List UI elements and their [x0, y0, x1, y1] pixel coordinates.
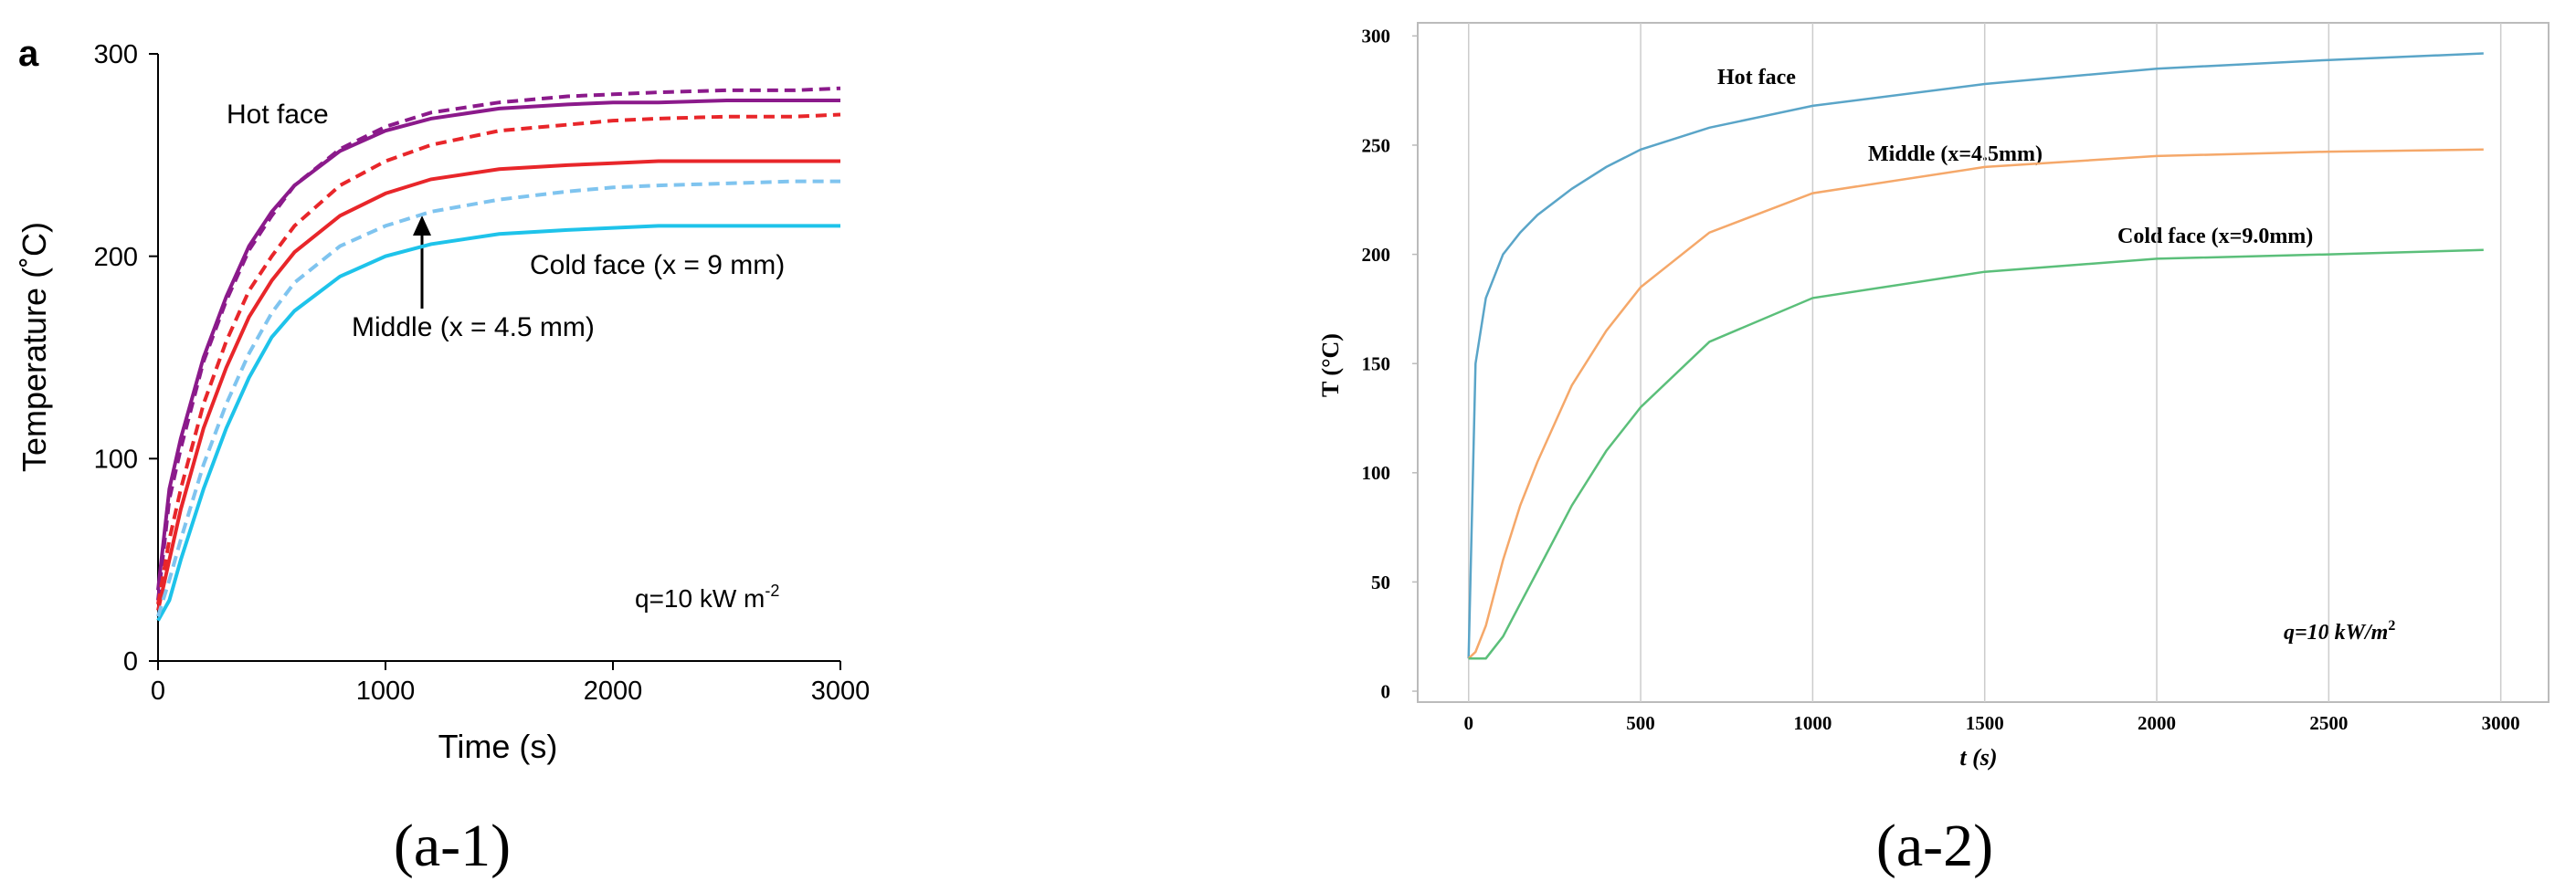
note-sup: 2 — [2388, 618, 2395, 634]
y-tick-label: 250 — [1362, 134, 1391, 156]
y-axis-title: Temperature (˚C) — [16, 222, 53, 472]
y-tick-label: 100 — [1362, 462, 1391, 484]
y-tick-label: 0 — [123, 647, 138, 677]
series-line — [156, 179, 840, 617]
panel-label: a — [18, 34, 39, 74]
y-tick-label: 300 — [94, 40, 138, 69]
series-line — [156, 99, 840, 591]
x-tick-label: 2000 — [584, 677, 643, 706]
y-tick-label: 0 — [1381, 680, 1391, 702]
x-tick-label: 1000 — [356, 677, 416, 706]
x-tick-label: 1500 — [1966, 712, 2004, 734]
y-tick-label: 150 — [1362, 353, 1391, 375]
series-line — [156, 112, 841, 605]
note-text: q=10 kW/m — [2284, 621, 2388, 645]
y-tick-label: 200 — [1362, 244, 1391, 266]
x-tick-label: 0 — [151, 677, 165, 706]
x-tick-label: 3000 — [811, 677, 871, 706]
x-tick-label: 3000 — [2482, 712, 2520, 734]
annotation: Hot face — [227, 100, 329, 130]
annotation: Middle (x=4.5mm) — [1868, 142, 2043, 166]
series-line — [1468, 248, 2484, 660]
plot-frame — [1417, 22, 2550, 703]
arrow-head — [413, 215, 431, 236]
annotation: Cold face (x = 9 mm) — [530, 250, 785, 280]
series-line — [1467, 148, 2484, 660]
x-tick-label: 2000 — [2138, 712, 2176, 734]
series-line — [156, 86, 841, 601]
note-text: q=10 kW m — [635, 584, 765, 613]
series-line — [156, 224, 840, 622]
annotation: Hot face — [1717, 66, 1796, 89]
y-axis-title: T (°C) — [1317, 333, 1344, 397]
note: q=10 kW m-2 — [635, 582, 779, 613]
x-axis-title: t (s) — [1959, 744, 1997, 771]
x-tick-label: 1000 — [1793, 712, 1832, 734]
x-axis-title: Time (s) — [438, 728, 558, 765]
y-tick-label: 50 — [1371, 572, 1390, 593]
note-sup: -2 — [765, 582, 779, 600]
x-tick-label: 0 — [1463, 712, 1473, 734]
y-tick-label: 100 — [94, 445, 138, 474]
annotation: Cold face (x=9.0mm) — [2117, 225, 2313, 248]
note: q=10 kW/m2 — [2284, 618, 2395, 645]
caption: (a-1) — [394, 813, 511, 879]
y-tick-label: 300 — [1362, 26, 1391, 47]
y-tick-label: 200 — [94, 243, 138, 272]
series-line — [156, 159, 840, 612]
annotation: Middle (x = 4.5 mm) — [352, 312, 595, 342]
caption: (a-2) — [1876, 813, 1993, 879]
x-tick-label: 500 — [1626, 712, 1655, 734]
series-line — [1467, 52, 2484, 659]
x-tick-label: 2500 — [2309, 712, 2348, 734]
